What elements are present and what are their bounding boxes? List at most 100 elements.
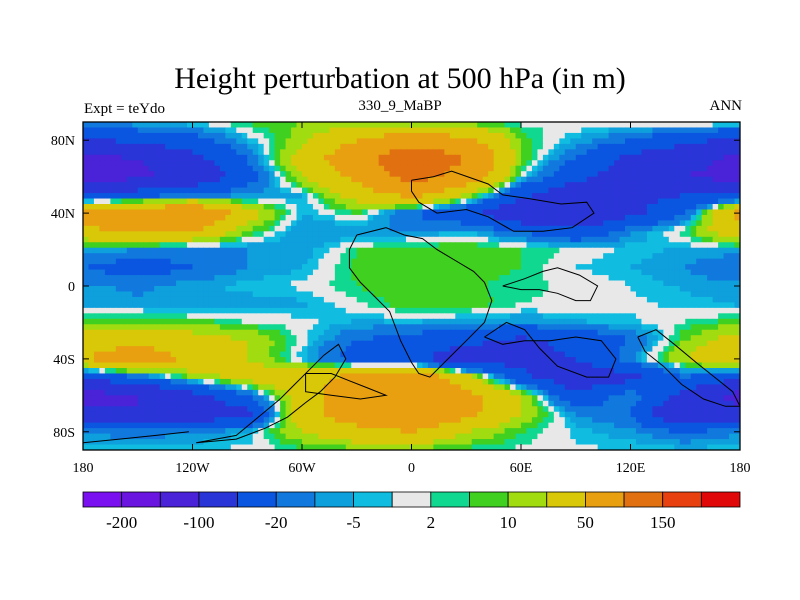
contour-cell bbox=[187, 160, 194, 167]
contour-cell bbox=[88, 193, 95, 200]
contour-cell bbox=[416, 122, 424, 129]
contour-cell bbox=[531, 264, 539, 271]
contour-cell bbox=[258, 329, 265, 336]
contour-cell bbox=[679, 154, 686, 161]
contour-cell bbox=[121, 318, 128, 325]
contour-cell bbox=[208, 296, 215, 303]
contour-cell bbox=[329, 269, 336, 276]
contour-cell bbox=[400, 236, 407, 243]
contour-cell bbox=[685, 187, 692, 194]
contour-cell bbox=[329, 236, 336, 243]
contour-cell bbox=[367, 346, 374, 353]
contour-cell bbox=[652, 132, 659, 139]
contour-cell bbox=[460, 225, 467, 232]
contour-cell bbox=[723, 122, 730, 129]
contour-cell bbox=[165, 171, 172, 178]
contour-cell bbox=[362, 291, 369, 298]
contour-cell bbox=[247, 296, 254, 303]
contour-cell bbox=[707, 275, 714, 282]
contour-cell bbox=[93, 231, 101, 238]
contour-cell bbox=[154, 258, 161, 265]
contour-cell bbox=[154, 176, 161, 183]
contour-cell bbox=[701, 138, 708, 145]
contour-cell bbox=[646, 127, 653, 134]
contour-cell bbox=[416, 225, 424, 232]
contour-cell bbox=[334, 149, 341, 156]
contour-cell bbox=[690, 253, 697, 260]
contour-cell bbox=[104, 127, 111, 134]
contour-cell bbox=[504, 171, 511, 178]
contour-cell bbox=[510, 198, 517, 205]
contour-cell bbox=[323, 198, 330, 205]
contour-cell bbox=[384, 313, 391, 320]
contour-cell bbox=[181, 231, 188, 238]
contour-cell bbox=[154, 127, 161, 134]
contour-cell bbox=[493, 302, 500, 309]
contour-cell bbox=[384, 247, 391, 254]
contour-cell bbox=[444, 132, 451, 139]
contour-cell bbox=[493, 269, 500, 276]
contour-cell bbox=[252, 346, 259, 353]
contour-cell bbox=[252, 258, 259, 265]
contour-cell bbox=[455, 329, 462, 336]
contour-cell bbox=[510, 160, 517, 167]
contour-cell bbox=[701, 220, 708, 227]
contour-cell bbox=[176, 258, 183, 265]
contour-cell bbox=[537, 214, 544, 221]
contour-cell bbox=[285, 296, 292, 303]
contour-cell bbox=[696, 182, 703, 189]
contour-cell bbox=[548, 324, 555, 331]
contour-cell bbox=[521, 340, 528, 347]
contour-cell bbox=[444, 182, 451, 189]
contour-cell bbox=[280, 346, 287, 353]
contour-cell bbox=[126, 302, 133, 309]
contour-cell bbox=[302, 307, 309, 314]
contour-cell bbox=[422, 122, 429, 129]
contour-cell bbox=[652, 318, 659, 325]
contour-cell bbox=[263, 286, 270, 293]
contour-cell bbox=[614, 154, 621, 161]
contour-cell bbox=[356, 324, 363, 331]
contour-cell bbox=[165, 340, 172, 347]
contour-cell bbox=[625, 242, 632, 249]
contour-cell bbox=[422, 187, 429, 194]
contour-cell bbox=[674, 138, 681, 145]
contour-cell bbox=[570, 138, 577, 145]
contour-cell bbox=[291, 149, 298, 156]
contour-cell bbox=[570, 231, 577, 238]
contour-cell bbox=[438, 329, 445, 336]
contour-cell bbox=[121, 149, 128, 156]
contour-cell bbox=[471, 296, 478, 303]
contour-cell bbox=[466, 198, 473, 205]
contour-cell bbox=[334, 307, 341, 314]
contour-cell bbox=[592, 182, 599, 189]
contour-cell bbox=[553, 307, 560, 314]
contour-cell bbox=[449, 225, 456, 232]
contour-cell bbox=[373, 231, 380, 238]
contour-cell bbox=[603, 220, 610, 227]
contour-cell bbox=[537, 236, 544, 243]
contour-cell bbox=[323, 225, 330, 232]
contour-cell bbox=[652, 329, 659, 336]
contour-cell bbox=[674, 307, 681, 314]
contour-cell bbox=[471, 182, 478, 189]
contour-cell bbox=[548, 307, 555, 314]
contour-cell bbox=[291, 231, 298, 238]
contour-cell bbox=[515, 187, 522, 194]
contour-cell bbox=[537, 307, 544, 314]
contour-cell bbox=[729, 165, 736, 172]
contour-cell bbox=[619, 127, 626, 134]
contour-cell bbox=[263, 275, 270, 282]
contour-cell bbox=[630, 291, 637, 298]
contour-cell bbox=[422, 209, 429, 216]
contour-cell bbox=[230, 280, 237, 287]
contour-cell bbox=[269, 198, 276, 205]
contour-cell bbox=[635, 231, 643, 238]
contour-cell bbox=[526, 198, 533, 205]
contour-cell bbox=[274, 122, 281, 129]
contour-cell bbox=[280, 198, 287, 205]
contour-cell bbox=[707, 214, 714, 221]
contour-cell bbox=[197, 335, 205, 342]
contour-cell bbox=[362, 165, 369, 172]
contour-cell bbox=[137, 346, 144, 353]
